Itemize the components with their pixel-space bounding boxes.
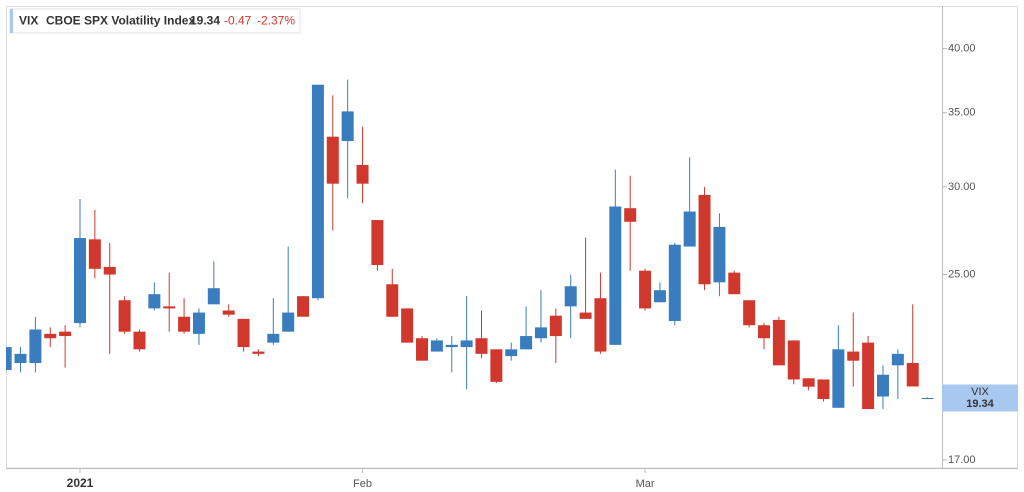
instrument-name: CBOE SPX Volatility Index xyxy=(46,14,195,28)
candle-body xyxy=(698,194,711,285)
last-price: 19.34 xyxy=(190,14,220,28)
legend-stripe xyxy=(10,9,13,33)
x-tick-label: Feb xyxy=(353,478,372,490)
candle-body xyxy=(772,319,785,366)
price-label-symbol: VIX xyxy=(971,386,989,398)
candle-body xyxy=(401,308,414,343)
candle-body xyxy=(430,340,443,352)
candle-body xyxy=(88,239,101,269)
candle-body xyxy=(192,312,205,334)
candle-body xyxy=(356,164,369,184)
symbol: VIX xyxy=(19,14,38,28)
candle-body xyxy=(891,353,904,366)
candle-body xyxy=(460,340,473,348)
y-tick-label: 17.00 xyxy=(948,454,976,466)
candle-body xyxy=(847,351,860,361)
candle-body xyxy=(475,338,488,354)
legend-box xyxy=(9,8,301,34)
candle-body xyxy=(579,312,592,319)
candle-body xyxy=(624,208,637,222)
candle-body xyxy=(921,397,934,399)
price-label-value: 19.34 xyxy=(966,398,994,410)
candle-body xyxy=(326,136,339,184)
candle-body xyxy=(163,306,176,309)
candle-body xyxy=(178,316,191,332)
candle-body xyxy=(252,351,265,354)
candle-body xyxy=(668,244,681,321)
candle-body xyxy=(14,353,27,364)
candle-body xyxy=(282,312,295,332)
legend: VIX CBOE SPX Volatility Index 19.34 -0.4… xyxy=(9,8,301,34)
candle-body xyxy=(758,325,771,339)
candle-body xyxy=(416,338,429,361)
candle-body xyxy=(341,111,354,142)
candle-body xyxy=(787,340,800,380)
candle-body xyxy=(222,310,235,315)
candle-body xyxy=(118,300,131,332)
candle-body xyxy=(832,349,845,408)
price-label-box xyxy=(942,384,1018,412)
price-label: VIX 19.34 xyxy=(942,384,1018,412)
candle-body xyxy=(207,288,220,305)
candles xyxy=(6,79,934,410)
candle-body xyxy=(683,211,696,247)
candle-body xyxy=(267,333,280,343)
candle-body xyxy=(505,349,518,357)
y-tick-label: 25.00 xyxy=(948,268,976,280)
x-tick-label: Mar xyxy=(636,478,655,490)
candle-body xyxy=(74,238,86,324)
candle-body xyxy=(29,329,42,364)
candle-body xyxy=(639,270,652,309)
change: -0.47 xyxy=(224,14,252,28)
candle-body xyxy=(653,290,666,303)
y-tick-label: 35.00 xyxy=(948,107,976,119)
y-tick-label: 30.00 xyxy=(948,181,976,193)
candle-body xyxy=(564,286,577,307)
candle-body xyxy=(103,266,116,275)
candle-body xyxy=(148,294,161,309)
candle-body xyxy=(876,374,889,397)
candle-body xyxy=(713,226,726,283)
y-tick-label: 40.00 xyxy=(948,42,976,54)
candle-body xyxy=(44,333,57,339)
candle-body xyxy=(490,349,503,382)
candle-body xyxy=(817,379,830,399)
change-percent: -2.37% xyxy=(257,14,295,28)
candle-body xyxy=(549,315,562,337)
candle-body xyxy=(594,298,607,352)
candle-body xyxy=(445,344,458,348)
candle-body xyxy=(133,331,146,350)
candle-body xyxy=(906,363,919,387)
candle-body xyxy=(802,378,815,387)
candle-body xyxy=(743,300,756,326)
candle-body xyxy=(534,327,547,339)
candle-body xyxy=(520,336,533,350)
x-tick-label: 2021 xyxy=(67,476,94,490)
candle-body xyxy=(609,206,622,345)
candle-body xyxy=(6,347,12,370)
candle-body xyxy=(728,272,741,295)
candle-body xyxy=(237,318,250,348)
candle-body xyxy=(59,331,72,337)
candle-body xyxy=(862,342,875,410)
candle-body xyxy=(371,220,384,266)
candle-body xyxy=(311,84,324,299)
candle-body xyxy=(297,296,310,317)
candle-body xyxy=(386,284,399,317)
